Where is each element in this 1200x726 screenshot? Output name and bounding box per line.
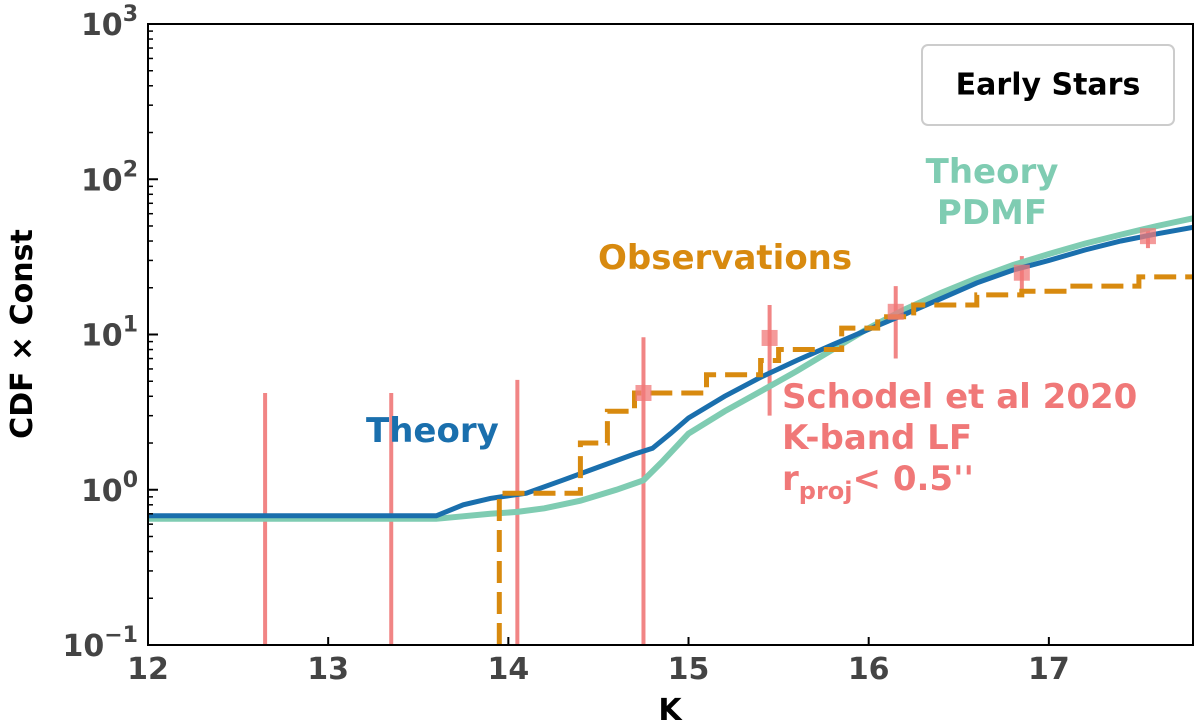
y-tick-label-4: 103 [81, 2, 138, 43]
error-point-marker-7 [1139, 228, 1156, 245]
legend-label: Early Stars [956, 68, 1141, 103]
plot-content [148, 215, 1193, 645]
annotation-theory: Theory [366, 411, 499, 451]
annotation-schodel-rest: < 0.5'' [853, 459, 974, 499]
annotation-theory-pdmf-line2: PDMF [937, 193, 1047, 233]
error-point-marker-5 [887, 303, 904, 320]
x-tick-label-2: 14 [487, 652, 529, 687]
y-tick-label-3: 102 [81, 157, 138, 198]
legend-box [921, 44, 1175, 126]
y-tick-label-2: 101 [81, 313, 138, 354]
plot-area [148, 215, 1193, 645]
error-point-marker-3 [635, 384, 652, 401]
axis-ticks: 12 13 14 15 16 17 10−1 100 101 102 103 [63, 2, 1070, 687]
legend: Early Stars [921, 44, 1175, 126]
x-tick-label-0: 12 [127, 652, 169, 687]
y-axis-title: CDF × Const [5, 229, 40, 439]
annotation-schodel-line1: Schodel et al 2020 [782, 377, 1137, 417]
error-point-marker-4 [761, 329, 778, 346]
error-point-marker-6 [1013, 264, 1030, 281]
annotation-schodel-line2: K-band LF [782, 418, 972, 458]
x-axis-title: K [658, 693, 683, 726]
x-tick-label-1: 13 [307, 652, 349, 687]
x-tick-label-5: 17 [1028, 652, 1070, 687]
annotation-schodel-r: r [782, 459, 799, 499]
annotation-theory-pdmf-line1: Theory [926, 152, 1059, 192]
annotation-schodel-radius: rproj< 0.5'' [782, 459, 974, 505]
series-line-theory-pdmf [148, 215, 1193, 522]
y-tick-label-1: 100 [81, 468, 138, 509]
y-tick-label-0: 10−1 [63, 623, 139, 664]
x-tick-label-3: 15 [668, 652, 710, 687]
x-tick-label-4: 16 [848, 652, 890, 687]
annotation-schodel-sub: proj [799, 477, 853, 505]
annotation-observations: Observations [598, 238, 852, 278]
series-line-observations [496, 274, 1193, 645]
